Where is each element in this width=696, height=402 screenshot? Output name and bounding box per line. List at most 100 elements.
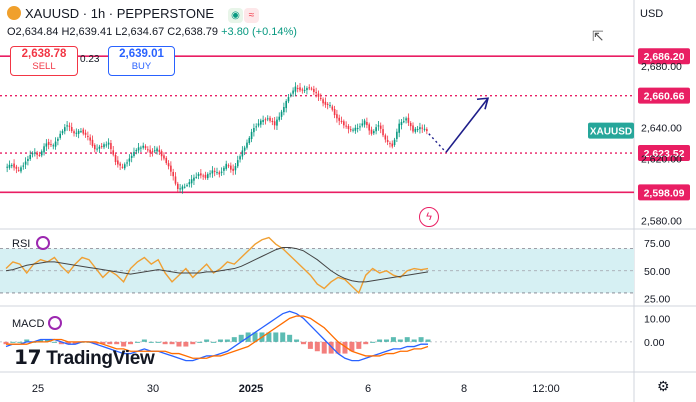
candle-body [47, 141, 50, 145]
currency-selector[interactable]: USD [640, 8, 664, 20]
candle-body [248, 137, 251, 144]
price-tick: 2,580.00 [641, 215, 682, 227]
candle-body [336, 114, 338, 119]
macd-settings-icon[interactable] [48, 316, 62, 330]
candle-body [331, 106, 334, 110]
candle-body [359, 126, 361, 128]
rsi-line [5, 236, 429, 295]
macd-histogram-bar [377, 339, 383, 342]
macd-histogram-bar [24, 339, 30, 342]
macd-histogram-bar [287, 334, 293, 342]
candle-body [292, 90, 294, 94]
gear-icon[interactable]: ⚙ [657, 378, 670, 394]
candle-body [211, 170, 214, 174]
rsi-label[interactable]: RSI [12, 238, 31, 250]
candle-body [236, 160, 239, 167]
level-price-tag [638, 87, 690, 104]
candle-body [239, 156, 241, 160]
candle-body [8, 164, 11, 168]
sell-button[interactable]: 2,638.78 SELL [10, 46, 78, 76]
macd-histogram-bar [51, 341, 57, 343]
candle-body [361, 123, 364, 126]
macd-tick: 0.00 [644, 337, 665, 349]
macd-histogram-bar [349, 341, 355, 352]
candle-body [103, 144, 105, 148]
candle-body [423, 128, 426, 130]
candle-body [396, 131, 398, 139]
candle-body [340, 120, 343, 123]
candle-body [363, 120, 366, 125]
candle-body [285, 101, 287, 109]
candle-body [119, 163, 121, 166]
macd-histogram-bar [190, 341, 196, 345]
candle-body [400, 122, 403, 126]
macd-label[interactable]: MACD [12, 318, 45, 330]
candle-body [40, 151, 43, 156]
candle-body [54, 141, 57, 147]
candle-body [375, 127, 377, 132]
macd-histogram-bar [121, 341, 127, 347]
candle-body [10, 165, 13, 167]
macd-histogram-bar [72, 341, 78, 345]
candle-body [112, 150, 115, 155]
candle-body [379, 125, 382, 129]
macd-histogram-bar [128, 341, 134, 345]
data-feed-icon[interactable]: ≈ [244, 8, 259, 23]
candle-body [57, 138, 59, 141]
tradingview-logo: 𝟭𝟳 TradingView [14, 347, 155, 369]
candle-body [31, 153, 34, 155]
candle-body [204, 174, 207, 178]
macd-histogram-bar [204, 339, 210, 342]
candle-body [278, 116, 281, 120]
candle-body [179, 188, 181, 190]
ohlc-values: O2,634.84 H2,639.41 L2,634.67 C2,638.79 … [7, 26, 297, 38]
candle-body [176, 183, 179, 189]
alert-flash-icon[interactable]: ϟ [419, 207, 439, 227]
macd-histogram-bar [307, 341, 313, 349]
macd-histogram-bar [418, 337, 424, 342]
candle-body [216, 172, 218, 174]
symbol-title[interactable]: XAUUSD · 1h · PEPPERSTONE [7, 6, 214, 21]
candle-body [13, 163, 15, 168]
macd-histogram-bar [114, 341, 120, 345]
candle-body [273, 121, 276, 126]
macd-histogram-bar [280, 332, 286, 342]
macd-histogram-bar [273, 332, 279, 342]
candle-body [301, 89, 304, 91]
macd-tick: 10.00 [644, 313, 670, 325]
candle-body [386, 139, 389, 143]
level-price-label: 2,686.20 [644, 51, 685, 63]
candle-body [70, 127, 73, 132]
rsi-tick: 75.00 [644, 238, 670, 250]
candle-body [313, 88, 315, 92]
macd-histogram-bar [370, 341, 376, 343]
rsi-settings-icon[interactable] [36, 236, 50, 250]
candle-body [6, 166, 8, 168]
candle-body [412, 125, 414, 132]
candle-body [220, 171, 223, 173]
candle-body [393, 139, 396, 146]
market-status-icon[interactable]: ◉ [228, 8, 243, 23]
macd-histogram-bar [404, 337, 410, 342]
candle-body [126, 162, 128, 164]
candle-body [80, 131, 82, 133]
candle-body [133, 151, 135, 156]
level-price-tag [638, 184, 690, 201]
candle-body [167, 163, 170, 167]
buy-button[interactable]: 2,639.01 BUY [108, 46, 175, 76]
candle-body [163, 155, 165, 159]
candle-body [262, 119, 264, 122]
candle-body [377, 125, 380, 127]
candle-body [345, 125, 347, 127]
macd-histogram-bar [155, 341, 161, 343]
macd-histogram-bar [314, 341, 320, 352]
candle-body [349, 129, 352, 131]
candle-body [407, 117, 410, 123]
candle-body [230, 165, 232, 170]
candle-body [294, 86, 297, 92]
macd-histogram-bar [38, 339, 44, 342]
candle-body [123, 164, 126, 169]
macd-histogram-bar [169, 341, 175, 345]
candle-body [250, 131, 253, 140]
